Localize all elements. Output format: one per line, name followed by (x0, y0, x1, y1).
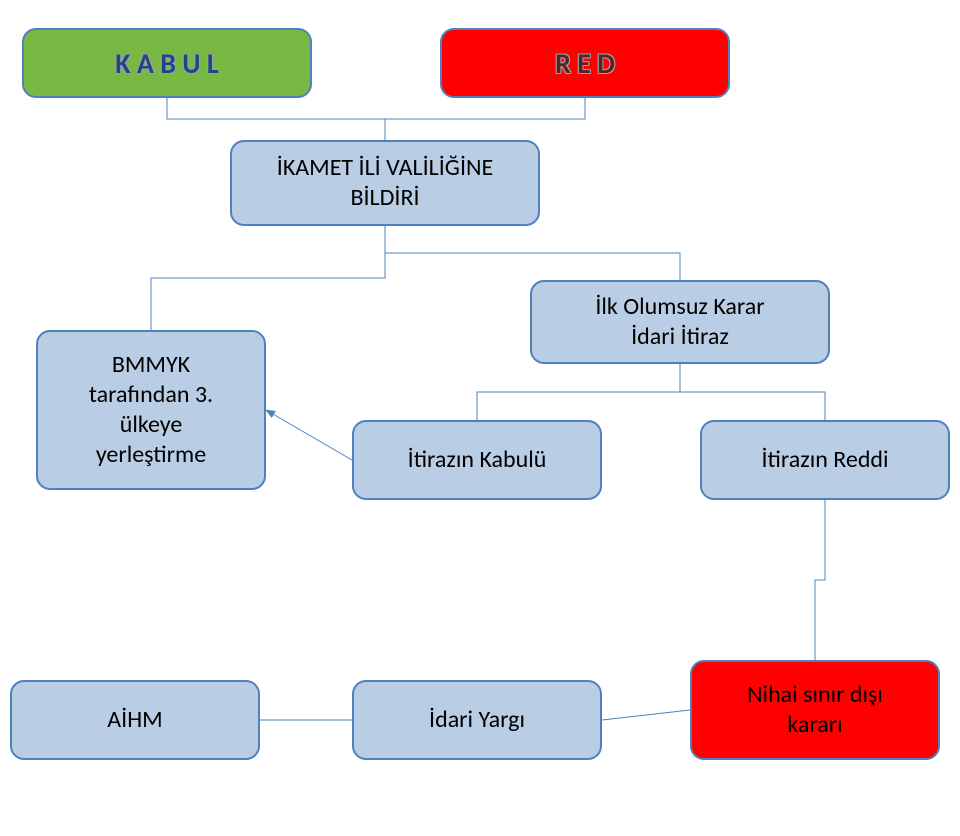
node-red-label: R E D (555, 46, 615, 81)
node-reddi: İtirazın Reddi (700, 420, 950, 500)
node-yargi: İdari Yargı (352, 680, 602, 760)
node-nihai: Nihai sınır dışı kararı (690, 660, 940, 760)
node-nihai-label: Nihai sınır dışı kararı (747, 680, 883, 740)
node-kabulu-label: İtirazın Kabulü (408, 445, 547, 475)
node-reddi-label: İtirazın Reddi (761, 445, 888, 475)
node-kabulu: İtirazın Kabulü (352, 420, 602, 500)
node-ilk-label: İlk Olumsuz Karar İdari İtiraz (595, 292, 764, 352)
node-ikamet-label: İKAMET İLİ VALİLİĞİNE BİLDİRİ (277, 153, 493, 213)
node-aihm-label: AİHM (107, 705, 162, 735)
node-kabul-label: K A B U L (115, 46, 218, 81)
node-kabul: K A B U L (22, 28, 312, 98)
node-ilk: İlk Olumsuz Karar İdari İtiraz (530, 280, 830, 364)
node-red: R E D (440, 28, 730, 98)
node-yargi-label: İdari Yargı (429, 705, 525, 735)
node-bmmyk-label: BMMYK tarafından 3. ülkeye yerleştirme (89, 350, 213, 470)
node-aihm: AİHM (10, 680, 260, 760)
node-ikamet: İKAMET İLİ VALİLİĞİNE BİLDİRİ (230, 140, 540, 226)
node-bmmyk: BMMYK tarafından 3. ülkeye yerleştirme (36, 330, 266, 490)
